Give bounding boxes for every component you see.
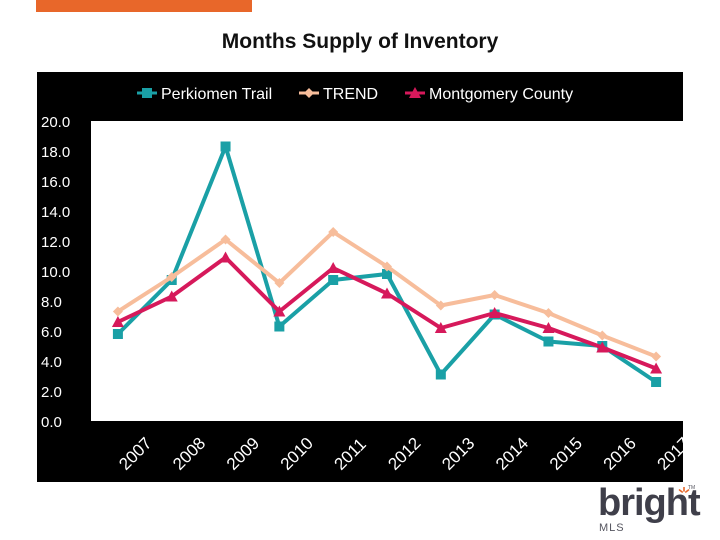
x-tick-label: 2017 [653,434,683,474]
data-point [142,88,152,98]
data-point [542,322,555,333]
y-tick-label: 6.0 [41,324,62,341]
logo-trademark: TM [688,485,696,491]
data-point [596,341,609,353]
line-chart: 0.0 2.0 4.0 6.0 8.0 10.0 12.0 14.0 16.0 18.0 20.0 2… [41,86,683,474]
data-point [651,377,662,387]
y-tick-label: 4.0 [41,354,62,371]
y-tick-label: 20.0 [41,114,70,131]
y-tick-label: 0.0 [41,414,62,431]
x-tick-label: 2012 [384,434,424,474]
logo-sub: MLS [599,522,625,534]
y-tick-label: 10.0 [41,264,70,281]
data-point [112,329,123,339]
y-tick-label: 18.0 [41,144,70,161]
data-point [382,269,392,279]
logo-spark-icon [678,487,690,493]
legend-label: Perkiomen Trail [161,86,272,103]
bright-mls-logo: bright MLS TM [596,483,701,535]
x-tick-label: 2007 [115,434,155,474]
data-point [166,272,177,282]
data-point [328,275,339,285]
data-point [328,227,339,237]
chart-title: Months Supply of Inventory [221,30,499,53]
data-point [543,336,554,347]
x-tick-label: 2013 [438,434,478,474]
data-point [651,351,662,362]
x-tick-label: 2014 [492,434,532,474]
data-point [112,306,123,317]
y-tick-label: 8.0 [41,294,62,311]
data-point [650,362,663,374]
data-point [304,88,314,98]
y-tick-label: 16.0 [41,174,70,191]
data-point [111,316,124,327]
data-point [273,305,286,317]
legend-label: TREND [323,86,378,103]
y-tick-label: 2.0 [41,384,62,401]
x-tick-label: 2008 [169,434,209,474]
data-point [165,290,178,302]
header-accent-bar [36,0,252,12]
data-point [409,87,421,98]
data-point [274,321,285,332]
x-tick-label: 2016 [600,434,640,474]
data-point [543,308,554,318]
data-point [219,251,232,263]
y-tick-label: 14.0 [41,204,70,221]
data-point [597,330,608,341]
data-point [435,369,446,380]
data-point [435,300,446,311]
data-point [381,287,393,299]
legend-label: Montgomery County [429,86,573,103]
x-tick-label: 2010 [277,434,317,474]
x-tick-label: 2015 [546,434,586,474]
data-point [220,141,231,152]
x-tick-label: 2009 [223,434,263,474]
y-tick-label: 12.0 [41,234,70,251]
data-point [489,290,500,300]
chart-panel: 0.0 2.0 4.0 6.0 8.0 10.0 12.0 14.0 16.0 18.0 20.0 2… [37,72,683,482]
x-tick-label: 2011 [331,435,370,474]
data-point [434,322,447,333]
data-point [382,261,392,272]
data-point [274,278,285,288]
data-point [327,262,340,273]
data-point [488,307,501,318]
data-point [220,234,231,245]
